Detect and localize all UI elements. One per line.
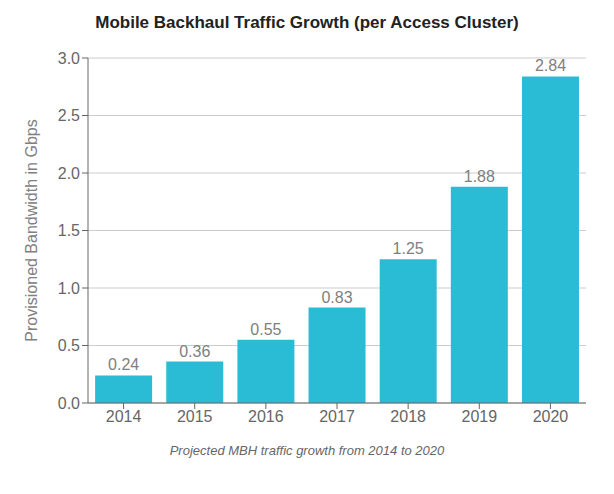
svg-text:1.25: 1.25 — [393, 240, 424, 257]
svg-text:2.0: 2.0 — [58, 165, 80, 182]
svg-text:0.83: 0.83 — [321, 289, 352, 306]
svg-text:0.24: 0.24 — [108, 356, 139, 373]
svg-text:2017: 2017 — [319, 408, 355, 425]
svg-text:0.5: 0.5 — [58, 337, 80, 354]
html-text:Projected MBH traffic growth f: Projected MBH traffic growth from 2014 t… — [169, 443, 445, 458]
svg-text:1.5: 1.5 — [58, 222, 80, 239]
svg-text:0.36: 0.36 — [179, 343, 210, 360]
svg-text:Provisioned Bandwidth in Gbps: Provisioned Bandwidth in Gbps — [23, 119, 40, 341]
svg-text:2016: 2016 — [248, 408, 284, 425]
svg-text:2019: 2019 — [461, 408, 497, 425]
html-text:Mobile Backhaul Traffic Growth: Mobile Backhaul Traffic Growth (per Acce… — [95, 13, 519, 32]
svg-text:2014: 2014 — [106, 408, 142, 425]
svg-text:1.0: 1.0 — [58, 280, 80, 297]
svg-text:2015: 2015 — [177, 408, 213, 425]
svg-text:1.88: 1.88 — [464, 168, 495, 185]
svg-text:2018: 2018 — [390, 408, 426, 425]
svg-text:2.5: 2.5 — [58, 107, 80, 124]
svg-text:2020: 2020 — [533, 408, 569, 425]
svg-text:3.0: 3.0 — [58, 50, 80, 67]
svg-text:0.55: 0.55 — [250, 321, 281, 338]
svg-text:0.0: 0.0 — [58, 395, 80, 412]
svg-text:2.84: 2.84 — [535, 57, 566, 74]
